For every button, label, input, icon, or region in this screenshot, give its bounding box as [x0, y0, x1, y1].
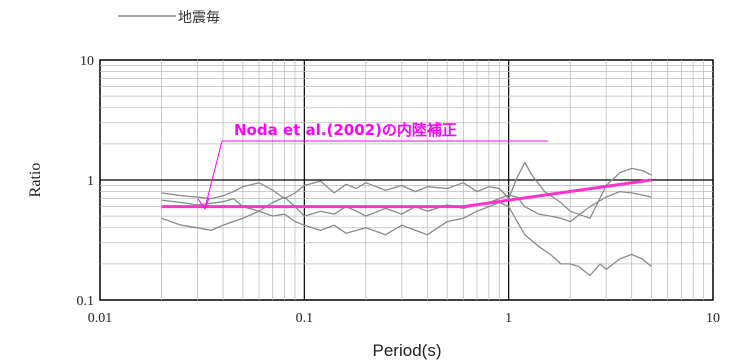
y-tick-label: 0.1 [77, 294, 95, 309]
x-tick-label: 10 [706, 311, 720, 326]
annotation-arrowhead [197, 197, 210, 211]
series-line-earthquake-1 [161, 161, 652, 219]
y-axis-label: Ratio [27, 163, 44, 198]
x-tick-label: 0.1 [296, 311, 314, 326]
annotation-text: Noda et al.(2002)の内陸補正 [234, 121, 457, 139]
annotation: Noda et al.(2002)の内陸補正 [197, 121, 548, 211]
x-tick-label: 0.01 [88, 311, 113, 326]
y-tick-label: 10 [80, 54, 94, 69]
grid [100, 60, 713, 300]
series-line-earthquake-3 [161, 201, 652, 277]
tick-labels: 0.01 0.1 1 10 0.1 1 10 [77, 54, 721, 326]
series-layer [161, 161, 652, 277]
series-line-noda-correction [161, 178, 652, 209]
x-tick-label: 1 [505, 311, 512, 326]
legend-label: 地震毎 [178, 9, 220, 25]
y-tick-label: 1 [87, 174, 94, 189]
plot-area [99, 59, 714, 301]
annotation-arrow [204, 140, 223, 209]
x-axis-label: Period(s) [373, 341, 442, 360]
